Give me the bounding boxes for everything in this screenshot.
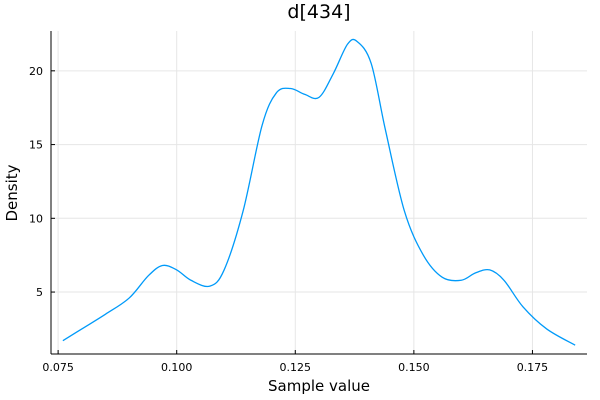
x-tick-label: 0.125 <box>280 361 312 374</box>
y-tick-label: 10 <box>29 212 43 225</box>
x-tick-label: 0.175 <box>517 361 549 374</box>
y-tick-label: 15 <box>29 139 43 152</box>
x-axis-label: Sample value <box>268 377 370 395</box>
x-tick-label: 0.100 <box>161 361 193 374</box>
x-tick-label: 0.075 <box>42 361 74 374</box>
y-tick-label: 20 <box>29 65 43 78</box>
grid-lines <box>51 31 587 354</box>
y-axis-label: Density <box>3 164 21 221</box>
x-tick-label: 0.150 <box>398 361 430 374</box>
chart-title: d[434] <box>287 1 350 23</box>
x-ticks: 0.075 0.100 0.125 0.150 0.175 <box>42 350 548 374</box>
y-ticks: 5 10 15 20 <box>29 65 55 299</box>
series-group <box>62 38 576 346</box>
density-line <box>62 38 576 346</box>
y-tick-label: 5 <box>36 286 43 299</box>
